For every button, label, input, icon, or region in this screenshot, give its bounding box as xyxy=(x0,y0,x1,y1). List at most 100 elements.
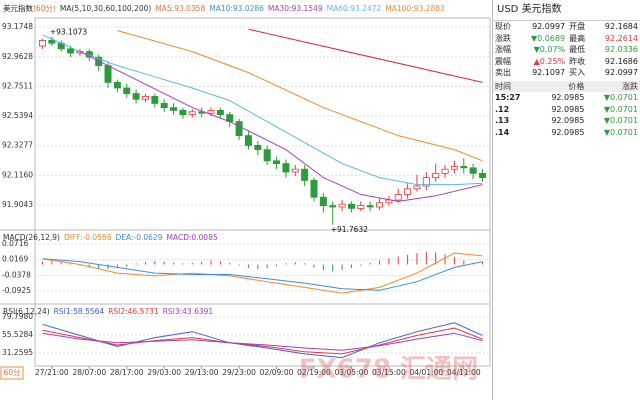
candle-body xyxy=(329,205,337,208)
quote-value: ▼0.0689 xyxy=(531,33,566,43)
quote-label: 涨跌 xyxy=(495,33,511,43)
indicator-line xyxy=(117,30,483,162)
quote-label: 震幅 xyxy=(495,56,511,66)
trade-cell: ▼0.0701 xyxy=(603,104,638,114)
y-tick-label: -0.0925 xyxy=(2,286,31,295)
y-tick-label: 0.0169 xyxy=(2,255,28,264)
trade-row: 15:27 92.0985 ▼0.0701 xyxy=(493,92,640,104)
indicator-line xyxy=(42,34,483,186)
trade-row: .14 92.0985 ▼0.0701 xyxy=(493,127,640,139)
legend-entry: DEA:-0.0629 xyxy=(115,233,162,242)
column-header: 价格 xyxy=(534,80,587,92)
trade-cell: 92.0985 xyxy=(551,104,585,114)
x-tick-label: 02/19:00 xyxy=(297,368,331,377)
candle-body xyxy=(104,65,112,83)
quote-row: 涨跌 ▼0.0689 最高 92.2614 xyxy=(493,33,640,45)
candle-body xyxy=(404,188,412,195)
annotation: +91.7632 xyxy=(331,225,369,234)
x-tick-label: 27/21:00 xyxy=(35,368,69,377)
y-tick-label: 93.1748 xyxy=(2,22,33,31)
legend-entry: RSI3:43.6391 xyxy=(163,307,214,316)
candle-body xyxy=(441,168,449,174)
candle-body xyxy=(310,179,318,198)
x-tick-label: 28/17:00 xyxy=(110,368,144,377)
y-tick-label: 92.1160 xyxy=(2,170,33,179)
y-tick-label: 55.5284 xyxy=(2,330,33,339)
chart-subtitle: (60分) xyxy=(33,4,56,13)
trade-table: 时间 价格 涨跌 15:27 92.0985 ▼0.0701.12 92.0985 ▼0.07… xyxy=(493,80,640,139)
trade-cell: ▼0.0701 xyxy=(603,116,638,126)
candle-body xyxy=(254,144,262,150)
quote-value: 92.0336 xyxy=(604,45,638,55)
y-tick-label: 92.9628 xyxy=(2,52,33,61)
quote-label: 卖出 xyxy=(495,68,511,78)
indicator-line xyxy=(42,327,483,355)
quote-table: 现价 92.0997 开盘 92.1684 涨跌 ▼0.0689 最高 92.2614 涨幅 ▼0… xyxy=(493,21,640,79)
candle-body xyxy=(301,168,309,181)
quote-label: 开盘 xyxy=(569,22,586,32)
candle-body xyxy=(273,160,281,165)
candle-body xyxy=(263,149,271,162)
candle-body xyxy=(188,111,196,116)
quote-value: ▲0.25% xyxy=(533,56,566,66)
quote-value: 92.1684 xyxy=(604,22,638,32)
candle-body xyxy=(376,202,384,208)
y-tick-label: 79.7980 xyxy=(2,312,33,321)
candle-body xyxy=(160,103,168,109)
candle-body xyxy=(207,110,215,114)
quote-panel: USD 美元指数 现价 92.0997 开盘 92.1684 涨跌 ▼0.0689 最高 92… xyxy=(492,0,640,400)
period-button-label[interactable]: 60分 xyxy=(3,368,21,377)
indicator-line xyxy=(42,252,483,294)
trade-cell: ▼0.0701 xyxy=(603,127,638,137)
annotation: +93.1073 xyxy=(50,28,88,37)
x-tick-label: 29/03:00 xyxy=(147,368,181,377)
candle-body xyxy=(39,40,46,47)
candle-body xyxy=(347,203,355,209)
legend-entry: MA30:93.1549 xyxy=(268,4,323,13)
legend-entry: MA10:93.0286 xyxy=(209,4,264,13)
quote-label: 昨收 xyxy=(569,56,586,66)
legend-entry: MA5:93.0358 xyxy=(155,4,205,13)
x-tick-label: 03/15:00 xyxy=(372,368,406,377)
quote-value: 92.1097 xyxy=(532,68,566,78)
legend-entry: MA100:93.2883 xyxy=(385,4,445,13)
watermark: FX678 汇通网 xyxy=(299,355,478,385)
quote-row: 震幅 ▲0.25% 昨收 92.1686 xyxy=(493,56,640,68)
trade-cell: .12 xyxy=(495,104,510,114)
candle-body xyxy=(460,165,468,169)
legend-entry: MACD:0.0085 xyxy=(166,233,217,242)
legend-title: MA(5,10,30,60,100,200) xyxy=(60,4,151,13)
candle-body xyxy=(469,167,477,174)
candle-body xyxy=(141,96,149,100)
candle-body xyxy=(479,172,486,178)
legend-entry: RSI2:46.5731 xyxy=(108,307,159,316)
x-tick-label: 02/09:00 xyxy=(260,368,294,377)
column-header: 涨跌 xyxy=(586,80,640,92)
chart: 93.1748 92.9628 92.7511 92.5394 92.3277 92.11… xyxy=(0,3,491,385)
quote-value: 92.2614 xyxy=(604,33,638,43)
trade-row: .13 92.0985 ▼0.0701 xyxy=(493,115,640,127)
indicator-line xyxy=(42,258,483,291)
candle-body xyxy=(244,135,252,146)
quote-label: 涨幅 xyxy=(495,45,511,55)
quote-value: 92.0997 xyxy=(604,68,638,78)
indicator-line xyxy=(42,322,483,359)
quote-row: 涨幅 ▼0.07% 最低 92.0336 xyxy=(493,44,640,56)
x-tick-label: 03/05:00 xyxy=(335,368,369,377)
x-tick-label: 28/07:00 xyxy=(72,368,106,377)
y-tick-label: 0.0716 xyxy=(2,239,28,248)
indicator-line xyxy=(248,28,483,83)
quote-row: 卖出 92.1097 买入 92.0997 xyxy=(493,67,640,79)
candle-body xyxy=(357,205,365,209)
chart-title: 美元指数 xyxy=(3,3,33,13)
y-tick-label: 92.7511 xyxy=(2,81,33,90)
legend-title: MACD(26,12,9) xyxy=(3,233,60,242)
y-tick-label: 92.5394 xyxy=(2,111,33,120)
indicator-line xyxy=(79,51,483,202)
column-header: 时间 xyxy=(493,80,535,92)
symbol: USD xyxy=(497,4,519,15)
period-button[interactable] xyxy=(0,366,24,380)
quote-value: ▼0.07% xyxy=(533,45,566,55)
candle-body xyxy=(291,168,299,173)
candle-body xyxy=(450,165,458,170)
